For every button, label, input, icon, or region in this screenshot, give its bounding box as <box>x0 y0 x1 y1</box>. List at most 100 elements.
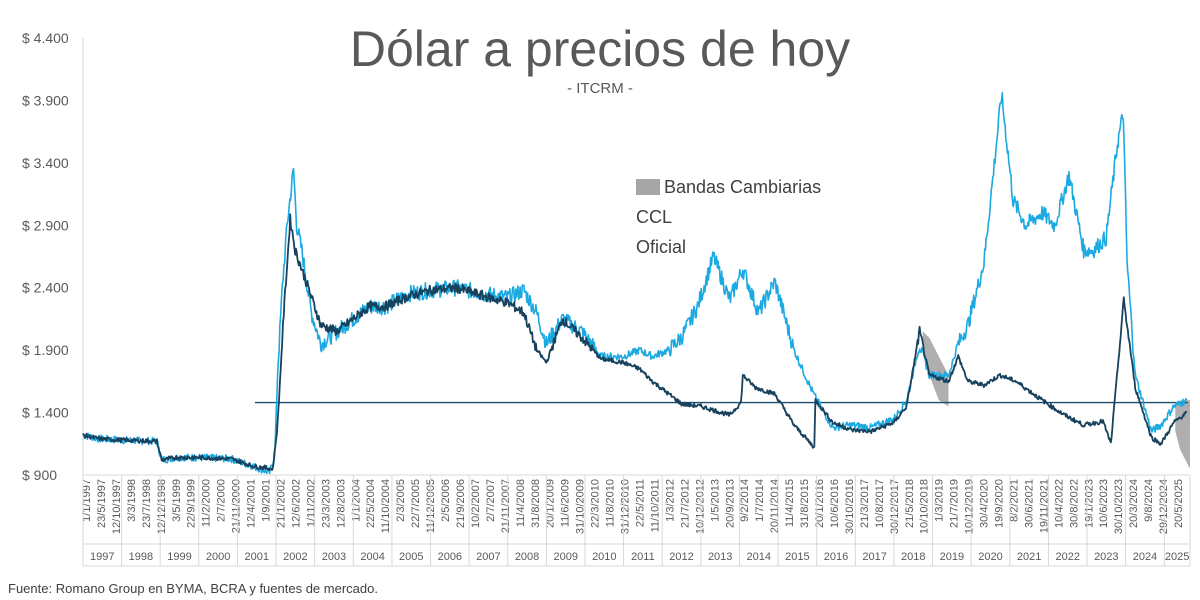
year-label: 2013 <box>708 551 732 563</box>
legend-label-band: Bandas Cambiarias <box>664 176 822 197</box>
legend-item-ccl: CCL <box>636 202 821 232</box>
series-line-ccl <box>82 92 1188 475</box>
x-tick-label: 10/8/2017 <box>874 479 886 528</box>
x-tick-label: 10/10/2018 <box>919 479 931 534</box>
x-tick-label: 2/7/2007 <box>485 479 497 522</box>
year-label: 2011 <box>631 551 655 563</box>
year-label: 2008 <box>515 551 539 563</box>
x-tick-label: 12/6/2002 <box>290 479 302 528</box>
year-label: 2001 <box>245 551 269 563</box>
x-tick-label: 11/4/2015 <box>784 479 796 527</box>
year-label: 2022 <box>1055 551 1079 563</box>
x-tick-label: 31/10/2009 <box>575 479 587 534</box>
year-label: 2021 <box>1017 551 1041 563</box>
x-tick-label: 10/6/2016 <box>829 479 841 528</box>
chart-subtitle: - ITCRM - <box>567 80 633 97</box>
year-label: 2017 <box>862 551 886 563</box>
year-label: 2015 <box>785 551 809 563</box>
x-tick-label: 11/4/2008 <box>515 479 527 527</box>
x-tick-label: 21/3/2017 <box>859 479 871 528</box>
x-tick-label: 1/3/2012 <box>664 479 676 522</box>
year-label: 2024 <box>1133 551 1157 563</box>
x-tick-label: 10/12/2012 <box>694 479 706 534</box>
year-label: 2005 <box>399 551 423 563</box>
x-tick-label: 21/7/2012 <box>679 479 691 528</box>
x-tick-label: 21/9/2006 <box>455 479 467 528</box>
x-tick-label: 20/11/2014 <box>769 479 781 533</box>
x-tick-label: 10/4/2022 <box>1053 479 1065 528</box>
year-label: 2006 <box>438 551 462 563</box>
x-tick-label: 10/6/2023 <box>1098 479 1110 528</box>
x-tick-label: 30/10/2016 <box>844 479 856 534</box>
x-tick-label: 31/8/2015 <box>799 479 811 528</box>
x-tick-label: 12/8/2003 <box>335 479 347 528</box>
x-tick-label: 9/2/2014 <box>739 479 751 522</box>
year-label: 2014 <box>747 551 771 563</box>
x-tick-label: 1/5/2013 <box>709 479 721 522</box>
year-label: 2019 <box>940 551 964 563</box>
legend-item-oficial: Oficial <box>636 232 821 262</box>
x-tick-label: 1/9/2001 <box>261 479 273 522</box>
x-tick-label: 21/7/2019 <box>949 479 961 528</box>
year-label: 1999 <box>167 551 191 563</box>
y-tick-label: $ 3.900 <box>22 92 69 108</box>
x-tick-label: 11/8/2010 <box>605 479 617 527</box>
y-tick-label: $ 1.900 <box>22 342 69 358</box>
year-label: 2010 <box>592 551 616 563</box>
x-tick-label: 20/5/2025 <box>1173 479 1185 528</box>
x-tick-label: 10/12/2019 <box>964 479 976 534</box>
year-label: 2009 <box>553 551 577 563</box>
legend: Bandas Cambiarias CCL Oficial <box>636 172 821 262</box>
x-tick-label: 8/2/2021 <box>1008 479 1020 522</box>
y-tick-label: $ 1.400 <box>22 405 69 421</box>
x-tick-label: 22/7/2005 <box>410 479 422 528</box>
year-label: 1997 <box>90 551 114 563</box>
x-tick-label: 23/3/2003 <box>320 479 332 528</box>
x-tick-label: 11/10/2011 <box>649 479 661 532</box>
x-tick-label: 12/4/2001 <box>246 479 258 528</box>
x-tick-label: 1/7/2014 <box>754 479 766 522</box>
x-tick-label: 2/3/2005 <box>395 479 407 522</box>
year-label: 1998 <box>129 551 153 563</box>
x-tick-label: 1/1/2004 <box>350 479 362 522</box>
y-tick-label: $ 2.900 <box>22 217 69 233</box>
year-label: 2004 <box>360 551 384 563</box>
y-tick-label: $ 2.400 <box>22 280 69 296</box>
band-segment <box>1175 400 1190 469</box>
x-tick-label: 20/9/2013 <box>724 479 736 528</box>
x-tick-label: 30/10/2023 <box>1113 479 1125 534</box>
x-tick-label: 20/1/2016 <box>814 479 826 528</box>
x-tick-label: 1/1/1997 <box>81 479 93 522</box>
year-label: 2003 <box>322 551 346 563</box>
x-tick-label: 19/11/2021 <box>1038 479 1050 533</box>
legend-item-band: Bandas Cambiarias <box>636 172 821 202</box>
x-tick-label: 30/12/2017 <box>889 479 901 534</box>
series-line-oficial <box>82 213 1188 472</box>
source-note: Fuente: Romano Group en BYMA, BCRA y fue… <box>8 581 378 596</box>
year-label: 2025 <box>1165 551 1189 563</box>
y-tick-label: $ 900 <box>22 467 57 483</box>
x-tick-label: 23/7/1998 <box>141 479 153 528</box>
x-tick-label: 11/6/2009 <box>560 479 572 527</box>
legend-label-oficial: Oficial <box>636 236 687 257</box>
x-tick-label: 30/6/2021 <box>1023 479 1035 528</box>
x-tick-label: 22/5/2004 <box>365 479 377 528</box>
x-tick-label: 21/11/2007 <box>500 479 512 533</box>
x-tick-label: 31/12/2010 <box>620 479 632 534</box>
legend-swatch-band <box>636 179 660 195</box>
x-tick-label: 19/9/2020 <box>994 479 1006 528</box>
y-axis: $ 900 $ 1.400 $ 1.900 $ 2.400 $ 2.900 $ 3.400… <box>22 30 69 483</box>
x-tick-label: 30/8/2022 <box>1068 479 1080 528</box>
x-tick-label: 11/12/2005 <box>425 479 437 533</box>
x-tick-label: 22/5/2011 <box>635 479 647 527</box>
x-tick-label: 23/5/1997 <box>96 479 108 528</box>
year-label: 2020 <box>978 551 1002 563</box>
band-segment <box>922 331 949 407</box>
x-tick-label: 2/7/2000 <box>216 479 228 522</box>
year-label: 2002 <box>283 551 307 563</box>
x-tick-label: 12/12/1998 <box>156 479 168 534</box>
x-tick-label: 11/2/2000 <box>201 479 213 527</box>
series-group <box>82 92 1188 475</box>
y-tick-label: $ 4.400 <box>22 30 69 46</box>
x-tick-label: 3/5/1999 <box>171 479 183 522</box>
